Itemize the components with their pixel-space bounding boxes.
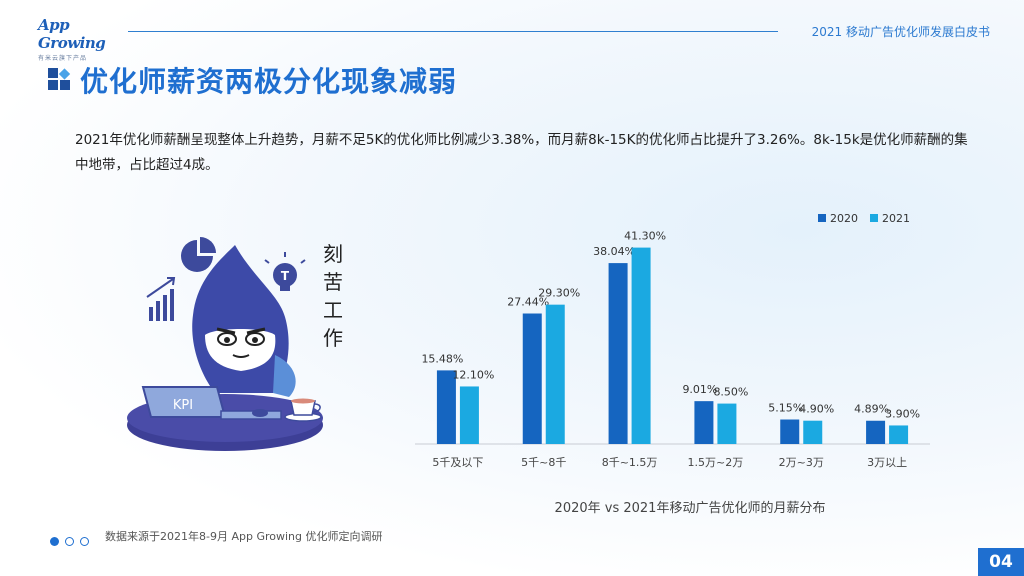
data-label: 15.48% (421, 352, 463, 365)
header-divider (128, 31, 778, 32)
svg-text:T: T (281, 269, 290, 283)
data-label: 27.44% (507, 296, 549, 309)
bar-growth-icon (146, 277, 176, 321)
data-label: 5.15% (768, 402, 803, 415)
data-label: 3.90% (885, 407, 920, 420)
page-dot[interactable] (80, 537, 89, 546)
pagination-dots (50, 531, 95, 550)
report-title: 2021 移动广告优化师发展白皮书 (811, 25, 990, 39)
side-char: 苦 (323, 270, 343, 294)
bar-2021 (545, 304, 565, 444)
laptop: KPI (141, 386, 282, 420)
bar-2020 (780, 419, 800, 444)
x-tick-label: 3万以上 (867, 456, 907, 469)
laptop-kpi-label: KPI (173, 398, 193, 413)
coffee-cup-icon (284, 398, 322, 422)
data-label: 4.90% (799, 403, 834, 416)
x-tick-label: 5千及以下 (432, 456, 483, 469)
chart-title: 2020年 vs 2021年移动广告优化师的月薪分布 (555, 500, 826, 516)
x-tick-label: 8千~1.5万 (602, 456, 658, 469)
legend-label: 2021 (882, 212, 910, 225)
bar-2020 (866, 420, 886, 444)
x-tick-label: 5千~8千 (521, 456, 566, 469)
bar-2021 (717, 403, 737, 444)
bar-2020 (694, 401, 714, 444)
legend-swatch (870, 214, 878, 222)
title-squares-icon (48, 68, 71, 90)
page-dot-active[interactable] (50, 537, 59, 546)
page-dot[interactable] (65, 537, 74, 546)
data-label: 41.30% (624, 230, 666, 243)
bar-2021 (889, 425, 909, 444)
data-label: 29.30% (538, 287, 580, 300)
source-note: 数据来源于2021年8-9月 App Growing 优化师定向调研 (105, 530, 383, 543)
salary-bar-chart: 15.48% 12.10% 5千及以下 27.44%29.30% 5千~8千 38.04%… (415, 212, 930, 516)
shark-mascot (192, 245, 296, 397)
page-number: 04 (978, 548, 1024, 576)
logo-subtext: 有米云旗下产品 (38, 55, 88, 62)
x-tick-label: 2万~3万 (779, 456, 824, 469)
data-label: 8.50% (713, 386, 748, 399)
bar-2021 (803, 420, 823, 444)
mascot-illustration: T KPI 刻 (127, 237, 343, 451)
data-label: 38.04% (593, 245, 635, 258)
logo-text: App Growing (38, 16, 106, 52)
side-char: 刻 (323, 242, 343, 266)
legend-swatch (818, 214, 826, 222)
side-char: 工 (323, 298, 343, 322)
bar-2020 (522, 313, 542, 444)
side-char: 作 (323, 326, 343, 350)
bar-2021 (631, 247, 651, 444)
intro-paragraph: 2021年优化师薪酬呈现整体上升趋势，月薪不足5K的优化师比例减少3.38%，而… (75, 132, 968, 173)
side-text: 刻 苦 工 作 (323, 242, 343, 350)
data-label: 12.10% (452, 368, 494, 381)
pie-chart-icon (181, 237, 216, 272)
page-title: 优化师薪资两极分化现象减弱 (80, 65, 458, 98)
x-tick-label: 1.5万~2万 (688, 456, 744, 469)
bar-2020 (436, 370, 456, 444)
bar-2020 (608, 263, 628, 444)
lightbulb-icon: T (264, 252, 306, 291)
app-growing-logo: App Growing 有米云旗下产品 (38, 16, 128, 62)
bar-2021 (459, 386, 479, 444)
data-label: 9.01% (682, 383, 717, 396)
legend-label: 2020 (830, 212, 858, 225)
data-label: 4.89% (854, 403, 889, 416)
